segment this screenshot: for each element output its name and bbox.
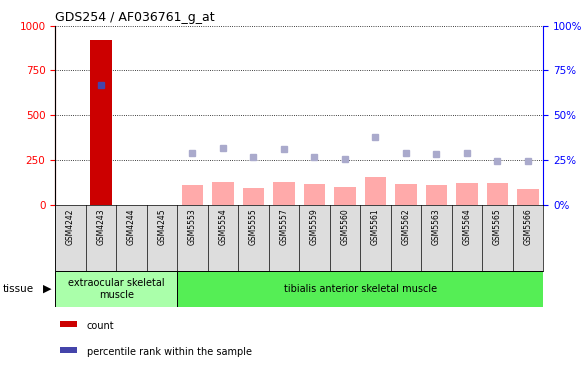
Text: GSM5563: GSM5563 — [432, 208, 441, 245]
Text: GSM5553: GSM5553 — [188, 208, 197, 245]
FancyBboxPatch shape — [177, 271, 543, 307]
Bar — [456, 183, 478, 205]
Bar — [60, 321, 77, 328]
Bar — [395, 184, 417, 205]
FancyBboxPatch shape — [55, 271, 177, 307]
Text: GSM5555: GSM5555 — [249, 208, 258, 245]
Bar — [243, 188, 264, 205]
Text: GSM5554: GSM5554 — [218, 208, 227, 245]
Bar — [60, 347, 77, 353]
Bar — [90, 40, 112, 205]
Text: GSM4245: GSM4245 — [157, 208, 166, 245]
Bar — [273, 182, 295, 205]
Bar — [304, 184, 325, 205]
Text: ▶: ▶ — [44, 284, 52, 294]
Text: GSM5566: GSM5566 — [523, 208, 532, 245]
Text: GSM5565: GSM5565 — [493, 208, 502, 245]
Text: GSM4244: GSM4244 — [127, 208, 136, 245]
Bar — [334, 187, 356, 205]
Text: extraocular skeletal
muscle: extraocular skeletal muscle — [68, 278, 164, 300]
Text: GSM4242: GSM4242 — [66, 208, 75, 245]
Text: GSM5560: GSM5560 — [340, 208, 349, 245]
Bar — [182, 185, 203, 205]
Bar — [365, 177, 386, 205]
Bar — [517, 189, 539, 205]
Text: GSM4243: GSM4243 — [96, 208, 105, 245]
Text: GSM5561: GSM5561 — [371, 208, 380, 245]
Text: percentile rank within the sample: percentile rank within the sample — [87, 347, 252, 356]
Bar — [212, 182, 234, 205]
Bar — [487, 183, 508, 205]
Text: GDS254 / AF036761_g_at: GDS254 / AF036761_g_at — [55, 11, 215, 25]
Text: tibialis anterior skeletal muscle: tibialis anterior skeletal muscle — [284, 284, 437, 294]
Text: GSM5562: GSM5562 — [401, 208, 410, 245]
Bar — [426, 185, 447, 205]
Text: GSM5557: GSM5557 — [279, 208, 288, 245]
Text: GSM5559: GSM5559 — [310, 208, 319, 245]
Text: tissue: tissue — [3, 284, 34, 294]
Text: GSM5564: GSM5564 — [462, 208, 471, 245]
Text: count: count — [87, 321, 114, 331]
